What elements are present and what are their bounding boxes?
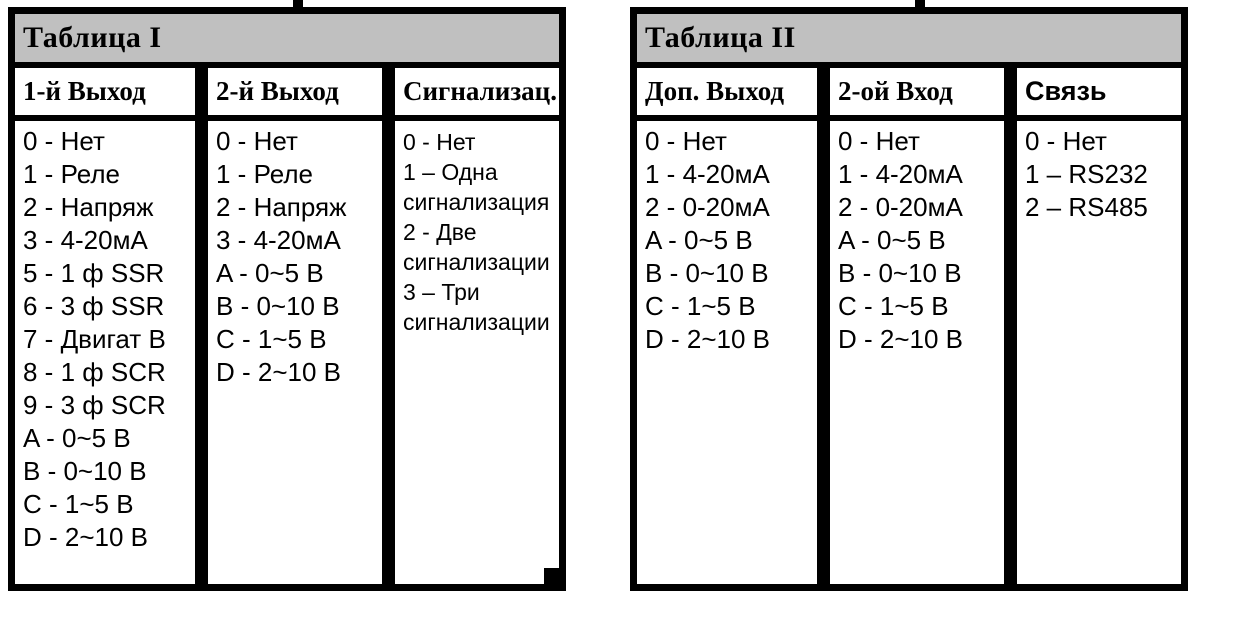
column-header-label: 2-ой Вход (838, 76, 953, 106)
list-item: 2 - Две сигнализации (403, 219, 550, 275)
table-i-header-alarm: Сигнализац. (395, 68, 559, 115)
list-item: 9 - 3 ф SCR (23, 390, 166, 420)
list-item: 1 - Реле (23, 159, 120, 189)
list-item: B - 0~10 В (23, 456, 147, 486)
list-item: A - 0~5 В (23, 423, 131, 453)
table-ii-header-input2: 2-ой Вход (830, 68, 1004, 115)
table-i-options-output1: 0 - Нет 1 - Реле 2 - Напряж 3 - 4-20мА 5 - 1… (15, 121, 195, 584)
list-item: 2 - Напряж (23, 192, 154, 222)
table-ii-header-communication: Связь (1017, 68, 1181, 115)
column-header-label: Сигнализац. (403, 76, 557, 106)
list-item: 2 - 0-20мА (838, 192, 963, 222)
list-item: 0 - Нет (216, 126, 298, 156)
table-i-header-output1: 1-й Выход (15, 68, 195, 115)
list-item: B - 0~10 В (216, 291, 340, 321)
list-item: A - 0~5 В (838, 225, 946, 255)
table-i-options-alarm: 0 - Нет 1 – Одна сигнализация 2 - Две сигн… (395, 121, 559, 584)
list-item: 1 – RS232 (1025, 159, 1148, 189)
list-item: D - 2~10 В (23, 522, 149, 552)
list-item: C - 1~5 В (838, 291, 949, 321)
table-i-header-output2: 2-й Выход (208, 68, 382, 115)
list-item: 1 - 4-20мА (838, 159, 963, 189)
table-ii-title-bar: Таблица II (637, 14, 1181, 62)
table-title: Таблица II (645, 21, 796, 54)
list-item: C - 1~5 В (23, 489, 134, 519)
list-item: 1 – Одна сигнализация (403, 159, 550, 215)
list-item: 1 - Реле (216, 159, 313, 189)
table-i: Таблица I 1-й Выход 2-й Выход Сигнализац… (8, 7, 566, 591)
table-ii-header-aux-output: Доп. Выход (637, 68, 817, 115)
list-item: 1 - 4-20мА (645, 159, 770, 189)
list-item: B - 0~10 В (838, 258, 962, 288)
list-item: 0 - Нет (838, 126, 920, 156)
list-item: 6 - 3 ф SSR (23, 291, 165, 321)
list-item: 3 - 4-20мА (216, 225, 341, 255)
table-ii: Таблица II Доп. Выход 2-ой Вход Связь 0 … (630, 7, 1188, 591)
list-item: 8 - 1 ф SCR (23, 357, 166, 387)
table-ii-options-communication: 0 - Нет 1 – RS232 2 – RS485 (1017, 121, 1181, 584)
column-header-label: Доп. Выход (645, 76, 785, 106)
column-header-label: Связь (1025, 76, 1107, 106)
list-item: D - 2~10 В (216, 357, 342, 387)
list-item: 3 – Три сигнализации (403, 279, 550, 335)
list-item: D - 2~10 В (645, 324, 771, 354)
list-item: 0 - Нет (645, 126, 727, 156)
table-i-options-output2: 0 - Нет 1 - Реле 2 - Напряж 3 - 4-20мА A - 0… (208, 121, 382, 584)
list-item: 0 - Нет (23, 126, 105, 156)
table-title: Таблица I (23, 21, 162, 54)
list-item: 0 - Нет (1025, 126, 1107, 156)
list-item: 7 - Двигат В (23, 324, 166, 354)
list-item: C - 1~5 В (216, 324, 327, 354)
list-item: 2 - 0-20мА (645, 192, 770, 222)
column-header-label: 1-й Выход (23, 76, 146, 106)
list-item: 2 - Напряж (216, 192, 347, 222)
list-item: B - 0~10 В (645, 258, 769, 288)
list-item: A - 0~5 В (216, 258, 324, 288)
list-item: 0 - Нет (403, 129, 476, 155)
table-i-title-bar: Таблица I (15, 14, 559, 62)
column-header-label: 2-й Выход (216, 76, 339, 106)
list-item: C - 1~5 В (645, 291, 756, 321)
list-item: 2 – RS485 (1025, 192, 1148, 222)
list-item: 5 - 1 ф SSR (23, 258, 165, 288)
list-item: 3 - 4-20мА (23, 225, 148, 255)
list-item: D - 2~10 В (838, 324, 964, 354)
list-item: A - 0~5 В (645, 225, 753, 255)
